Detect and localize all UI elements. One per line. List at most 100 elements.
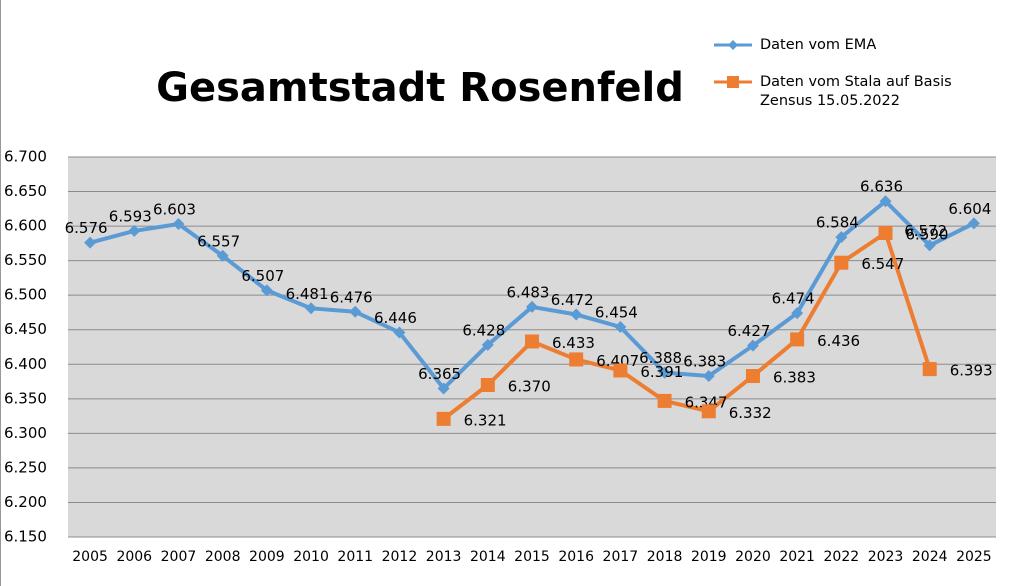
data-label: 6.584: [816, 214, 859, 232]
data-label: 6.483: [507, 283, 550, 301]
data-label: 6.507: [241, 267, 284, 285]
data-point: [878, 226, 893, 240]
x-tick-label: 2015: [514, 549, 550, 565]
data-point: [923, 239, 936, 252]
data-label: 6.593: [109, 207, 152, 225]
legend-marker: [728, 40, 738, 50]
legend-marker: [727, 76, 739, 88]
data-label: 6.391: [640, 363, 683, 381]
data-label: 6.572: [904, 222, 947, 240]
chart-title: Gesamtstadt Rosenfeld: [156, 65, 684, 111]
data-label: 6.547: [861, 255, 904, 273]
data-point: [526, 300, 538, 313]
x-tick-label: 2013: [426, 549, 462, 565]
data-point: [790, 332, 805, 347]
x-tick-label: 2018: [647, 549, 683, 565]
legend-label: Daten vom EMA: [760, 37, 877, 53]
data-label: 6.365: [418, 365, 461, 383]
data-label: 6.332: [729, 404, 772, 422]
data-point: [436, 411, 451, 426]
y-tick-label: 6.450: [4, 320, 47, 338]
y-tick-label: 6.600: [4, 217, 47, 235]
data-point: [746, 339, 759, 352]
data-label: 6.636: [860, 178, 903, 196]
data-label: 6.576: [65, 219, 108, 237]
data-label: 6.433: [552, 334, 595, 352]
y-tick-label: 6.150: [4, 528, 47, 546]
y-tick-label: 6.350: [4, 389, 47, 407]
x-tick-label: 2011: [337, 549, 373, 565]
x-tick-label: 2024: [912, 549, 948, 565]
data-label: 6.383: [773, 369, 816, 387]
data-point: [569, 352, 584, 367]
y-tick-label: 6.300: [4, 424, 47, 442]
data-label: 6.454: [595, 303, 638, 321]
data-label: 6.436: [817, 332, 860, 350]
data-point: [613, 363, 628, 378]
data-label: 6.481: [286, 285, 329, 303]
data-point: [745, 369, 760, 384]
data-label: 6.383: [683, 353, 726, 371]
data-point: [216, 249, 229, 262]
data-point: [967, 217, 980, 230]
data-point: [922, 362, 937, 377]
data-label: 6.407: [596, 352, 639, 370]
x-tick-label: 2021: [779, 549, 815, 565]
data-label: 6.557: [197, 232, 240, 250]
data-point: [305, 302, 318, 315]
legend-entry: Daten vom EMA: [712, 36, 1012, 55]
data-point: [172, 218, 185, 231]
data-label: 6.393: [950, 362, 993, 380]
x-tick-label: 2008: [205, 549, 241, 565]
data-point: [84, 236, 97, 249]
y-tick-label: 6.700: [4, 148, 47, 166]
data-point: [657, 393, 672, 408]
x-tick-label: 2010: [293, 549, 329, 565]
data-label: 6.603: [153, 201, 196, 219]
data-point: [879, 195, 892, 208]
data-label: 6.472: [551, 291, 594, 309]
x-tick-label: 2020: [735, 549, 771, 565]
y-tick-label: 6.650: [4, 182, 47, 200]
data-label: 6.428: [462, 321, 505, 339]
x-tick-label: 2025: [956, 549, 992, 565]
data-label: 6.427: [727, 322, 770, 340]
data-point: [393, 326, 406, 339]
y-tick-label: 6.200: [4, 493, 47, 511]
series-line: [442, 231, 932, 421]
legend-label: Daten vom Stala auf Basis Zensus 15.05.2…: [760, 74, 952, 109]
x-tick-label: 2014: [470, 549, 506, 565]
x-tick-label: 2009: [249, 549, 285, 565]
data-point: [128, 224, 141, 237]
x-tick-label: 2016: [558, 549, 594, 565]
data-point: [437, 382, 450, 395]
data-label: 6.474: [772, 290, 815, 308]
data-label: 6.476: [330, 288, 373, 306]
data-point: [835, 231, 848, 244]
data-label: 6.321: [464, 411, 507, 429]
data-point: [481, 338, 494, 351]
data-point: [658, 366, 671, 379]
y-tick-label: 6.250: [4, 458, 47, 476]
x-tick-label: 2023: [868, 549, 904, 565]
legend: Daten vom EMA Daten vom Stala auf Basis Z…: [712, 36, 1012, 129]
x-tick-label: 2019: [691, 549, 727, 565]
y-tick-label: 6.550: [4, 251, 47, 269]
data-point: [701, 404, 716, 419]
x-tick-label: 2005: [72, 549, 108, 565]
y-tick-label: 6.500: [4, 286, 47, 304]
data-point: [834, 255, 849, 270]
legend-entry: Daten vom Stala auf Basis Zensus 15.05.2…: [712, 73, 1012, 111]
data-label: 6.370: [508, 378, 551, 396]
x-tick-label: 2006: [116, 549, 152, 565]
legend-swatch: [714, 76, 752, 88]
data-point: [791, 307, 804, 320]
data-point: [260, 284, 273, 297]
data-point: [702, 370, 715, 383]
data-point: [480, 378, 495, 392]
data-point: [525, 334, 539, 349]
y-tick-label: 6.400: [4, 355, 47, 373]
legend-swatch: [714, 40, 752, 50]
